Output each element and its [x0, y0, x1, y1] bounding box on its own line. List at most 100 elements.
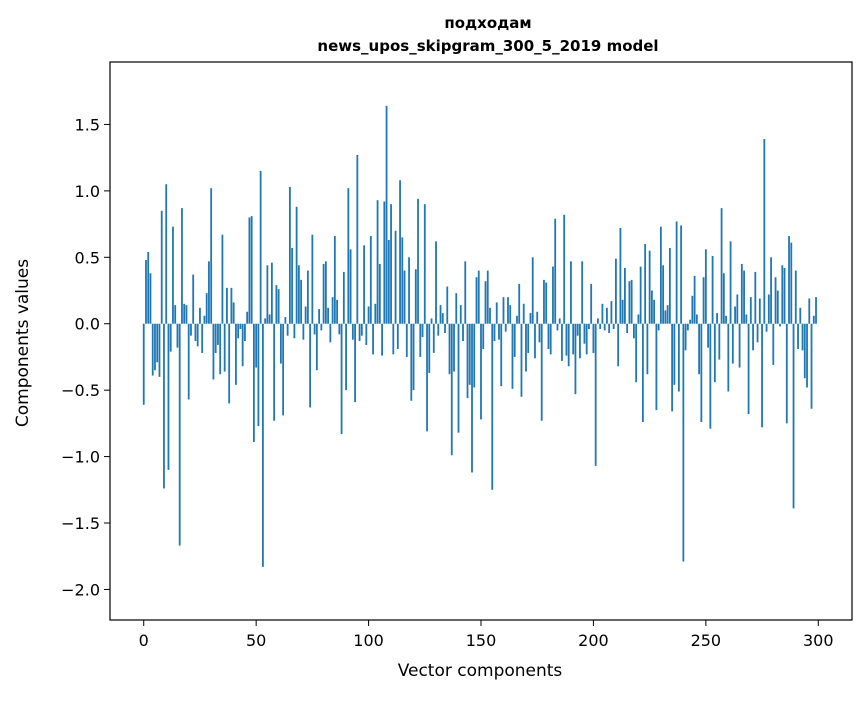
bar: [255, 323, 258, 368]
bar: [761, 323, 763, 428]
bar: [241, 323, 244, 367]
bar: [810, 323, 813, 409]
bar: [190, 323, 192, 336]
bar: [570, 261, 572, 324]
bar: [543, 279, 545, 324]
bar: [457, 323, 460, 433]
bar: [781, 265, 784, 324]
bar: [165, 184, 168, 324]
bar: [729, 241, 732, 324]
bar: [698, 323, 700, 375]
y-tick-label: 0.0: [75, 315, 100, 334]
bar: [709, 323, 712, 429]
bar: [167, 323, 170, 470]
x-tick-label: 150: [466, 631, 497, 650]
bar: [232, 302, 235, 324]
y-tick-label: −2.0: [61, 580, 100, 599]
bar: [513, 323, 516, 357]
bar: [392, 323, 395, 355]
bar: [752, 323, 754, 351]
bar: [367, 306, 370, 324]
bar: [770, 257, 772, 324]
bar: [588, 323, 590, 330]
bar: [421, 323, 424, 338]
bar: [502, 297, 505, 324]
bar: [549, 323, 552, 355]
bar: [612, 323, 615, 330]
bar: [363, 245, 365, 324]
bar: [405, 323, 408, 357]
bar: [450, 323, 453, 456]
bar: [693, 275, 696, 324]
bar: [500, 323, 503, 387]
bar: [435, 241, 437, 324]
bar: [689, 319, 692, 324]
bar: [776, 290, 779, 324]
bar: [174, 305, 177, 324]
bar: [597, 318, 599, 324]
bar: [365, 323, 368, 345]
bar: [608, 323, 611, 334]
bar: [163, 323, 165, 489]
y-tick-label: 1.0: [75, 182, 100, 201]
bar: [248, 217, 251, 324]
bar: [212, 323, 215, 380]
bar: [702, 277, 705, 324]
bar: [151, 323, 154, 376]
bar: [617, 323, 620, 367]
bar: [525, 323, 527, 372]
bar: [297, 265, 300, 324]
bar: [354, 323, 356, 403]
bar: [666, 305, 669, 324]
bar: [756, 323, 759, 343]
bar: [583, 323, 586, 344]
bar: [812, 315, 815, 324]
x-tick-label: 0: [139, 631, 149, 650]
bar: [806, 323, 808, 388]
bar: [626, 323, 629, 334]
bar: [345, 323, 347, 391]
bar: [763, 139, 766, 324]
bar: [797, 323, 799, 349]
bar: [725, 315, 727, 324]
bar: [223, 323, 226, 372]
bar: [295, 206, 298, 324]
bar: [387, 240, 390, 324]
bar: [720, 208, 723, 324]
bar: [338, 323, 341, 335]
bar: [520, 323, 523, 397]
bar: [637, 314, 640, 324]
bar: [606, 307, 608, 324]
bar: [713, 323, 716, 383]
bar: [428, 323, 431, 373]
bar: [794, 270, 797, 324]
y-axis-ticks: −2.0 −1.5 −1.0 −0.5 0.0 0.5 1.0 1.5: [61, 115, 110, 599]
bar: [731, 323, 734, 364]
bar: [783, 267, 786, 324]
bar: [205, 293, 208, 324]
bar: [196, 323, 199, 347]
bar: [383, 201, 386, 324]
bar: [495, 302, 498, 324]
bar: [419, 323, 422, 357]
bar: [142, 323, 145, 405]
bar: [547, 323, 550, 349]
bar: [381, 323, 383, 356]
y-axis-label: Components values: [13, 259, 33, 427]
bar: [423, 204, 426, 324]
bar: [799, 307, 802, 324]
bar: [581, 261, 584, 324]
bar: [228, 323, 231, 404]
bar: [340, 323, 343, 434]
bar: [176, 323, 179, 348]
bar: [439, 305, 442, 324]
bar: [327, 307, 329, 324]
bar: [594, 323, 597, 466]
bar: [432, 323, 435, 353]
bar: [360, 323, 363, 336]
bar: [722, 273, 725, 324]
bar: [686, 323, 689, 331]
bar: [356, 155, 359, 324]
bar: [185, 305, 188, 324]
